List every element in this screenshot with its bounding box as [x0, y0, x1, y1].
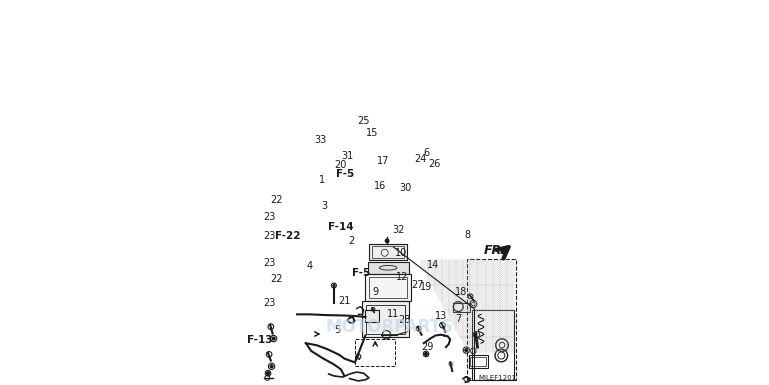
Bar	[355, 339, 395, 366]
Text: 21: 21	[338, 296, 351, 306]
Text: 8: 8	[464, 231, 470, 241]
Circle shape	[449, 362, 453, 366]
Circle shape	[267, 372, 269, 375]
Bar	[369, 277, 408, 298]
Text: FR.: FR.	[484, 244, 507, 256]
Bar	[368, 262, 409, 274]
Text: 17: 17	[377, 156, 389, 166]
Text: 29: 29	[421, 342, 434, 352]
Text: 11: 11	[388, 309, 399, 318]
Text: 18: 18	[454, 287, 467, 297]
Text: 26: 26	[428, 159, 441, 169]
Text: 27: 27	[411, 280, 424, 290]
Text: 10: 10	[394, 248, 407, 258]
Text: 31: 31	[341, 151, 354, 161]
Text: 28: 28	[398, 315, 411, 325]
Text: 14: 14	[427, 260, 439, 270]
Text: F-22: F-22	[275, 231, 301, 241]
Text: 23: 23	[263, 258, 275, 268]
Bar	[372, 246, 404, 258]
Text: 30: 30	[399, 183, 411, 193]
Text: 9: 9	[372, 287, 378, 297]
Text: 15: 15	[365, 128, 378, 138]
Circle shape	[465, 349, 468, 352]
Text: MOTORPARTS: MOTORPARTS	[326, 318, 454, 336]
Text: 2: 2	[348, 236, 355, 246]
Bar	[365, 310, 379, 322]
Bar	[369, 244, 408, 261]
Bar	[472, 310, 514, 380]
Text: 23: 23	[263, 298, 275, 308]
Text: 23: 23	[263, 212, 275, 222]
Bar	[365, 274, 411, 301]
Text: 3: 3	[321, 201, 328, 211]
Bar	[362, 301, 409, 337]
Bar	[367, 305, 404, 333]
Text: 4: 4	[306, 261, 312, 271]
Text: 1: 1	[318, 175, 325, 185]
Text: 16: 16	[375, 181, 387, 191]
Text: 24: 24	[414, 154, 427, 164]
Circle shape	[424, 353, 428, 355]
Text: 5: 5	[335, 325, 341, 335]
Text: 20: 20	[334, 161, 346, 171]
Text: 23: 23	[263, 231, 275, 241]
Text: 6: 6	[424, 148, 430, 158]
Text: 13: 13	[435, 311, 448, 321]
Text: 22: 22	[270, 274, 282, 284]
Text: 25: 25	[357, 116, 370, 126]
Bar	[467, 259, 516, 380]
Circle shape	[272, 337, 275, 340]
Text: F-14: F-14	[328, 222, 354, 232]
Text: 33: 33	[314, 135, 326, 145]
Text: F-13: F-13	[248, 335, 273, 345]
Text: 7: 7	[455, 314, 461, 324]
Circle shape	[385, 239, 389, 243]
Text: 32: 32	[393, 224, 405, 234]
Text: F-5: F-5	[336, 169, 355, 179]
Text: MJLEF1201: MJLEF1201	[478, 375, 516, 381]
Bar	[453, 303, 470, 312]
Text: F-5: F-5	[351, 268, 370, 278]
Text: 19: 19	[420, 282, 432, 292]
Text: 22: 22	[270, 196, 282, 206]
Bar	[471, 357, 486, 366]
Circle shape	[270, 365, 273, 368]
Bar	[469, 355, 488, 368]
Text: 12: 12	[396, 272, 408, 282]
